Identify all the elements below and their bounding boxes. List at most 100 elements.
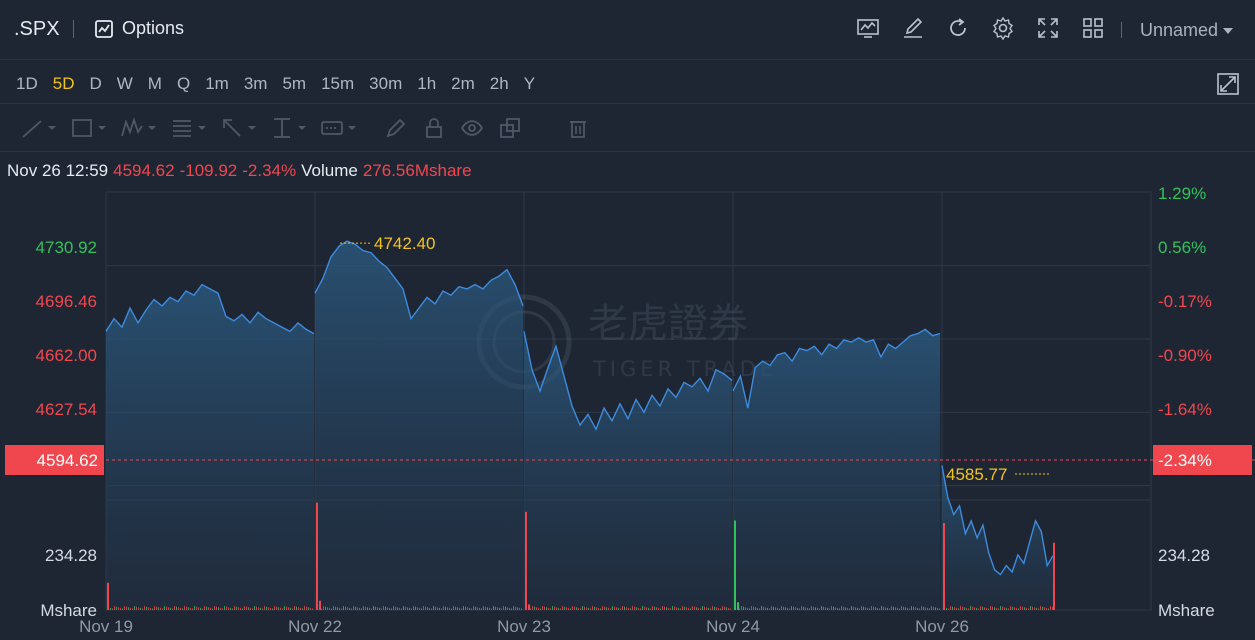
volume-bar <box>783 606 784 610</box>
period-tab-M[interactable]: M <box>147 74 162 93</box>
draw-edit-icon[interactable] <box>901 16 925 40</box>
volume-bar <box>246 606 247 610</box>
volume-bar <box>616 607 617 610</box>
volume-bar <box>421 608 422 610</box>
volume-bar <box>409 607 410 610</box>
volume-bar <box>355 606 356 610</box>
volume-bar <box>377 607 378 610</box>
volume-bar <box>686 607 687 610</box>
volume-bar <box>771 606 772 610</box>
options-button[interactable]: Options <box>94 18 184 39</box>
volume-bar <box>244 606 245 610</box>
volume-bar <box>821 606 822 610</box>
volume-bar <box>1048 608 1049 610</box>
volume-bar <box>632 606 633 610</box>
volume-bar <box>652 606 653 610</box>
volume-bar <box>403 606 404 610</box>
period-tab-30m[interactable]: 30m <box>369 74 403 93</box>
symbol-label[interactable]: .SPX <box>14 18 60 40</box>
period-tab-1D[interactable]: 1D <box>16 74 38 93</box>
volume-bar <box>863 606 864 610</box>
volume-bar <box>415 606 416 610</box>
volume-bar <box>572 606 573 610</box>
volume-bar <box>497 607 498 610</box>
volume-bar <box>570 608 571 610</box>
period-tab-D[interactable]: D <box>89 74 102 93</box>
trash-icon[interactable] <box>566 116 590 140</box>
volume-bar <box>913 606 914 610</box>
period-tab-5D[interactable]: 5D <box>52 74 75 93</box>
period-tab-5m[interactable]: 5m <box>282 74 307 93</box>
volume-bar <box>903 606 904 610</box>
options-chart-icon <box>95 19 113 38</box>
volume-bar <box>650 608 651 610</box>
pen-icon[interactable] <box>384 116 408 140</box>
gear-icon[interactable] <box>991 16 1015 40</box>
volume-bar <box>144 606 145 610</box>
fib-tool-icon[interactable] <box>170 116 206 140</box>
period-tab-Y[interactable]: Y <box>523 74 536 93</box>
volume-bar <box>292 608 293 610</box>
volume-bar <box>630 608 631 610</box>
arrow-tool-icon[interactable] <box>220 116 256 140</box>
volume-bar <box>258 607 259 610</box>
volume-bar <box>917 607 918 610</box>
measure-tool-icon[interactable] <box>270 116 306 140</box>
volume-bar <box>240 607 241 610</box>
price-tick: 4730.92 <box>36 238 97 257</box>
period-tab-W[interactable]: W <box>116 74 133 93</box>
period-tab-2m[interactable]: 2m <box>451 74 475 93</box>
wave-tool-icon[interactable] <box>120 116 156 140</box>
volume-bar <box>550 608 551 610</box>
volume-bar <box>562 606 563 610</box>
volume-bar <box>660 608 661 610</box>
volume-bar <box>202 608 203 610</box>
volume-bar <box>831 606 832 610</box>
eye-icon[interactable] <box>460 116 484 140</box>
volume-bar <box>578 607 579 610</box>
volume-bar <box>509 607 510 610</box>
period-tab-2h[interactable]: 2h <box>489 74 509 93</box>
expand-icon[interactable] <box>1036 16 1060 40</box>
volume-bar <box>517 607 518 610</box>
period-tab-15m[interactable]: 15m <box>321 74 355 93</box>
layout-selector[interactable]: Unnamed <box>1140 20 1234 41</box>
volume-bar <box>538 607 539 610</box>
pct-tick: 0.56% <box>1158 238 1206 257</box>
volume-bar <box>978 608 979 610</box>
volume-bar <box>222 608 223 610</box>
lock-icon[interactable] <box>422 116 446 140</box>
quote-price: 4594.62 <box>113 161 175 180</box>
volume-bar <box>594 606 595 610</box>
volume-bar <box>1014 607 1015 610</box>
volume-bar <box>618 607 619 610</box>
volume-bar <box>373 606 374 610</box>
layers-icon[interactable] <box>498 116 522 140</box>
volume-bar <box>540 608 541 610</box>
period-tab-1m[interactable]: 1m <box>205 74 229 93</box>
volume-bar <box>654 606 655 610</box>
volume-bar <box>361 608 362 610</box>
line-tool-icon[interactable] <box>20 116 56 140</box>
volume-bar <box>264 606 265 610</box>
volume-bar <box>230 607 231 610</box>
period-tab-1h[interactable]: 1h <box>417 74 437 93</box>
volume-bar <box>929 608 930 610</box>
refresh-icon[interactable] <box>946 16 970 40</box>
volume-bar <box>600 608 601 610</box>
period-bar: 1D 5D D W M Q 1m 3m 5m 15m 30m 1h 2m 2h Y <box>0 62 1255 104</box>
grid-layout-icon[interactable] <box>1081 16 1105 40</box>
volume-bar <box>706 607 707 610</box>
volume-bar <box>114 606 115 610</box>
text-tool-icon[interactable] <box>320 116 356 140</box>
chart-type-icon[interactable] <box>856 16 880 40</box>
volume-bar <box>385 606 386 610</box>
price-line-Nov-26 <box>941 465 1054 576</box>
rectangle-tool-icon[interactable] <box>70 116 106 140</box>
volume-bar <box>254 606 255 610</box>
period-tab-Q[interactable]: Q <box>176 74 191 93</box>
period-tab-3m[interactable]: 3m <box>243 74 268 93</box>
price-line-Nov-23 <box>523 331 733 431</box>
fullscreen-icon[interactable] <box>1216 72 1240 96</box>
